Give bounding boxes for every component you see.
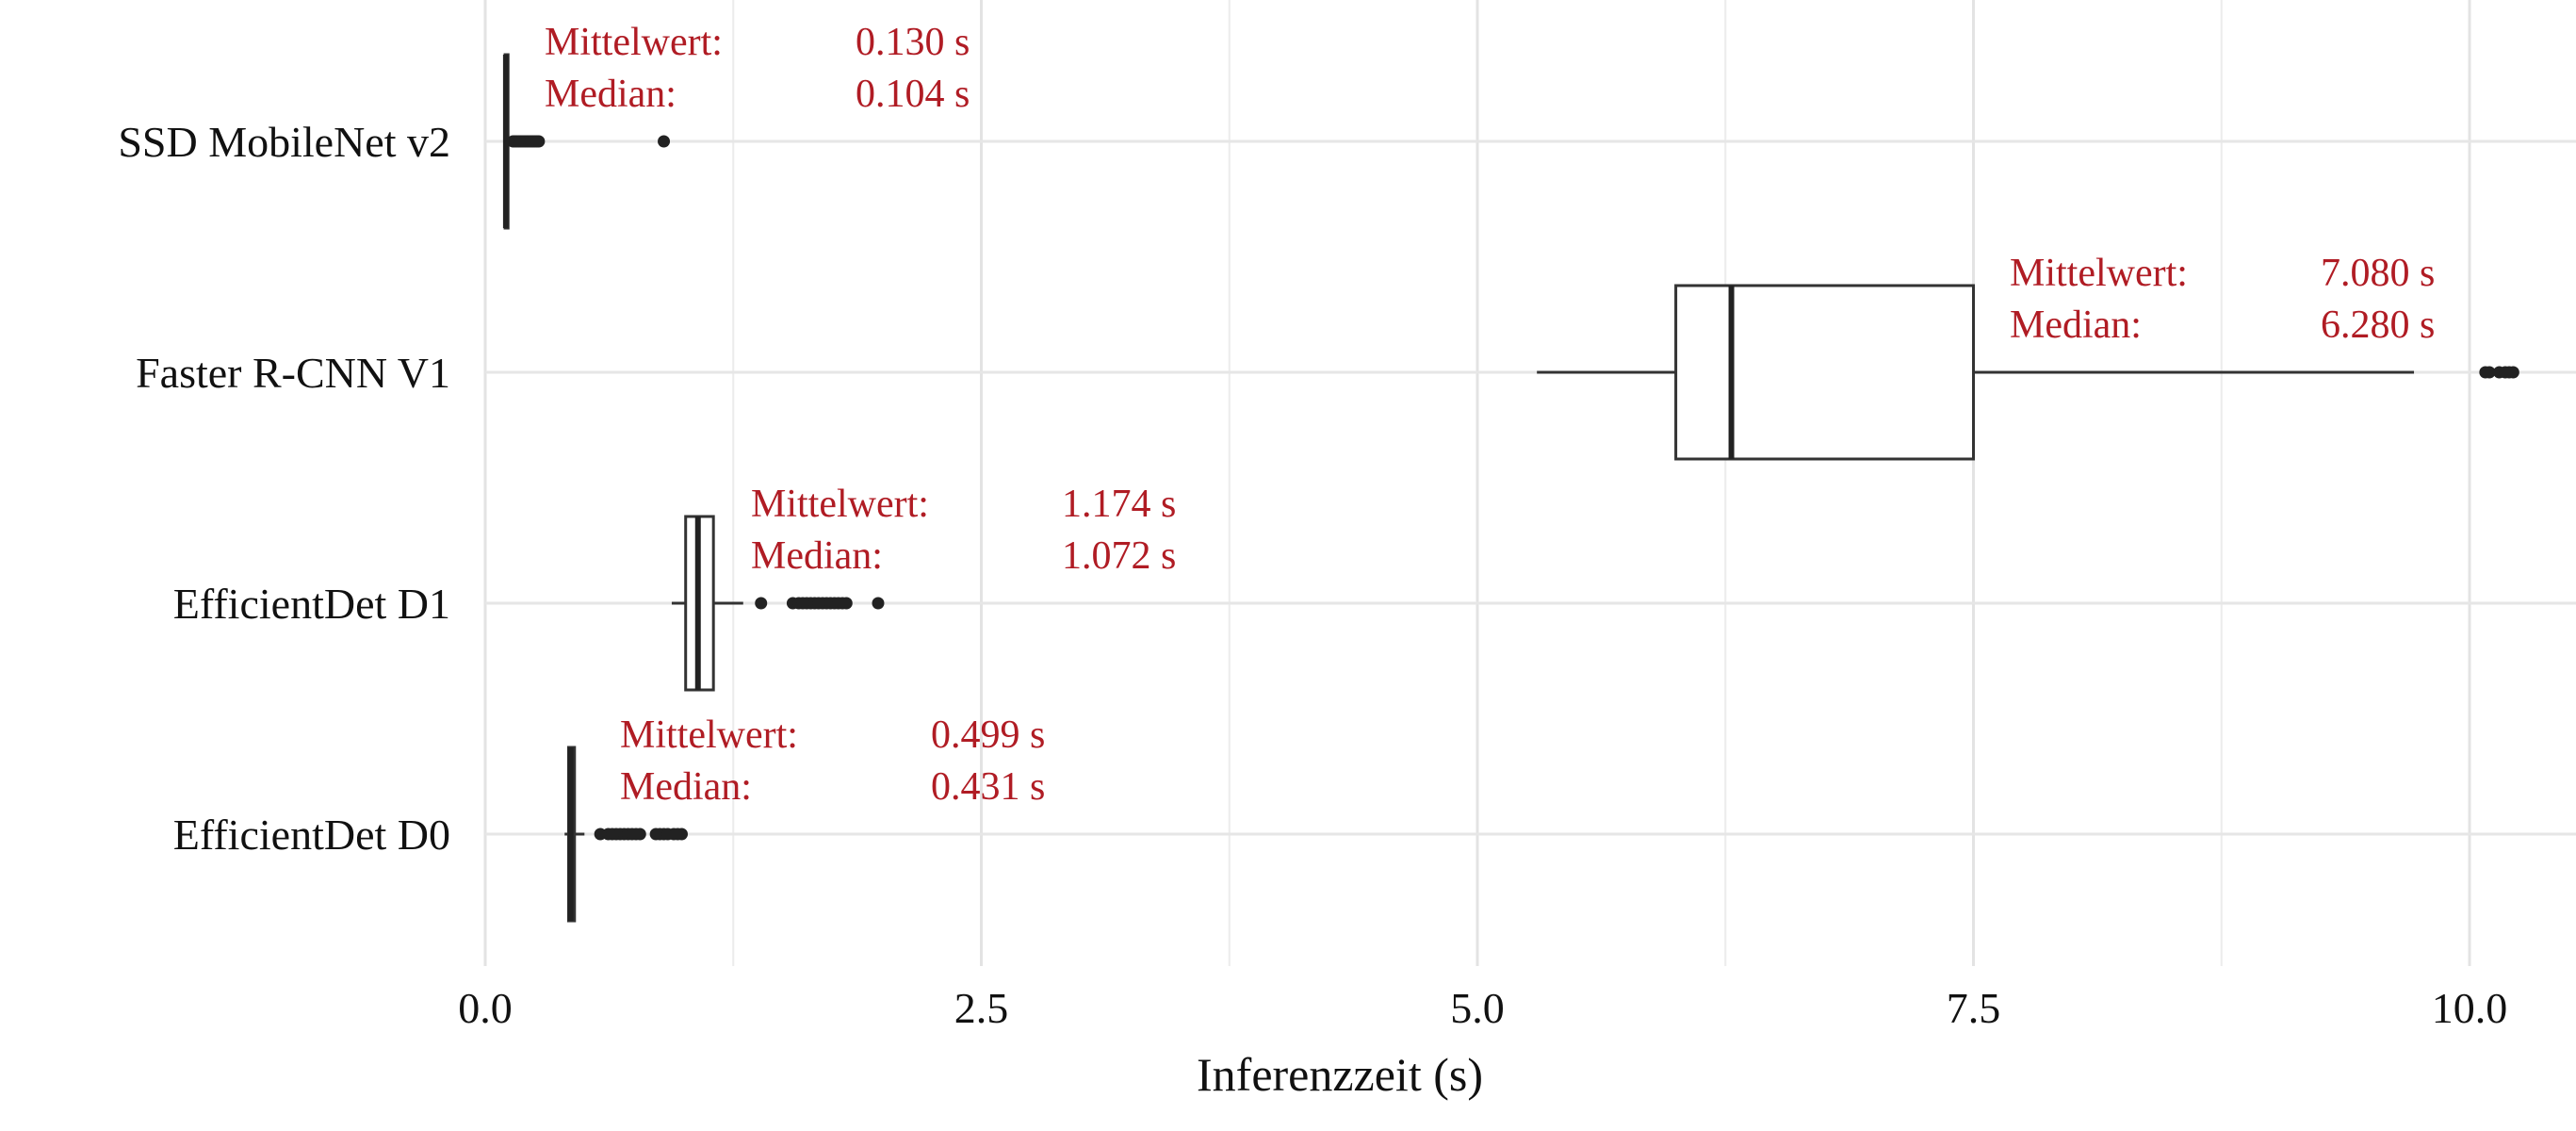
box bbox=[1674, 284, 1975, 461]
median-label: Median: bbox=[545, 73, 677, 116]
x-tick-label: 7.5 bbox=[1947, 984, 2001, 1032]
category-label: Faster R-CNN V1 bbox=[136, 349, 450, 397]
outlier-point bbox=[675, 828, 688, 841]
mean-label: Mittelwert: bbox=[2010, 252, 2188, 295]
mean-value: 7.080 s bbox=[2321, 252, 2435, 295]
category-label: SSD MobileNet v2 bbox=[118, 118, 450, 166]
outlier-point bbox=[2483, 366, 2496, 379]
mean-value: 1.174 s bbox=[1062, 483, 1176, 526]
annotation-3: Mittelwert: 0.499 s Median: 0.431 s bbox=[620, 713, 1045, 809]
x-tick-labels: 0.0 2.5 5.0 7.5 10.0 bbox=[458, 984, 2507, 1032]
category-label: EfficientDet D0 bbox=[173, 811, 450, 859]
mean-value: 0.130 s bbox=[856, 21, 970, 64]
median-label: Median: bbox=[620, 765, 752, 809]
outlier-point bbox=[658, 135, 671, 148]
median-value: 1.072 s bbox=[1062, 534, 1176, 578]
median-label: Median: bbox=[751, 534, 883, 578]
median-value: 0.431 s bbox=[931, 765, 1045, 809]
median-label: Median: bbox=[2010, 303, 2142, 347]
median-value: 0.104 s bbox=[856, 73, 970, 116]
boxplot-1 bbox=[1537, 284, 2519, 461]
boxplot-0 bbox=[502, 53, 671, 230]
mean-label: Mittelwert: bbox=[620, 713, 798, 757]
x-axis-title: Inferenzzeit (s) bbox=[1197, 1048, 1483, 1101]
x-tick-label: 2.5 bbox=[954, 984, 1009, 1032]
category-label: EfficientDet D1 bbox=[173, 580, 450, 628]
boxplot-3 bbox=[564, 746, 688, 923]
x-tick-label: 10.0 bbox=[2432, 984, 2508, 1032]
x-tick-label: 5.0 bbox=[1450, 984, 1505, 1032]
boxplots bbox=[502, 53, 2519, 923]
outlier-point bbox=[840, 597, 853, 610]
category-labels: SSD MobileNet v2 Faster R-CNN V1 Efficient… bbox=[118, 118, 450, 859]
outlier-point bbox=[755, 597, 768, 610]
median-value: 6.280 s bbox=[2321, 303, 2435, 347]
mean-label: Mittelwert: bbox=[545, 21, 723, 64]
boxplot-2 bbox=[671, 515, 885, 692]
annotation-1: Mittelwert: 7.080 s Median: 6.280 s bbox=[2010, 252, 2435, 347]
x-tick-label: 0.0 bbox=[458, 984, 513, 1032]
outlier-point bbox=[2506, 366, 2519, 379]
annotation-0: Mittelwert: 0.130 s Median: 0.104 s bbox=[545, 21, 970, 116]
annotation-2: Mittelwert: 1.174 s Median: 1.072 s bbox=[751, 483, 1176, 578]
outlier-point bbox=[532, 135, 546, 148]
outlier-point bbox=[872, 597, 885, 610]
mean-value: 0.499 s bbox=[931, 713, 1045, 757]
mean-label: Mittelwert: bbox=[751, 483, 929, 526]
outlier-point bbox=[633, 828, 646, 841]
